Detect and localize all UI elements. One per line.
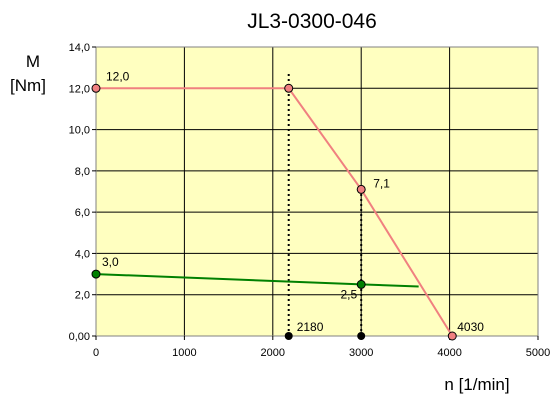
x-tick-label: 2000 bbox=[261, 347, 285, 359]
x-tick-label: 4000 bbox=[437, 347, 461, 359]
x-tick-label: 5000 bbox=[526, 347, 550, 359]
plot-frame bbox=[95, 46, 539, 337]
data-label: 7,1 bbox=[373, 176, 390, 190]
baseline-point bbox=[357, 332, 366, 340]
y-tick-label: 14,0 bbox=[69, 42, 90, 54]
series-2-point bbox=[356, 279, 366, 289]
y-tick-label: 10,0 bbox=[69, 125, 90, 137]
y-axis-label-symbol: M bbox=[26, 52, 40, 71]
baseline-point bbox=[284, 332, 293, 340]
data-label: 3,0 bbox=[102, 255, 119, 269]
y-tick-label: 6,0 bbox=[75, 207, 90, 219]
x-tick-label: 0 bbox=[93, 347, 99, 359]
series-1-point bbox=[356, 184, 366, 194]
y-tick-label: 2,0 bbox=[75, 290, 90, 302]
series-2-point bbox=[91, 269, 101, 279]
series-1-point bbox=[284, 83, 294, 93]
y-tick-label: 0,00 bbox=[69, 331, 90, 343]
chart-title: JL3-0300-046 bbox=[247, 10, 377, 33]
y-axis-label-unit: [Nm] bbox=[10, 76, 46, 95]
x-axis-label: n [1/min] bbox=[444, 375, 509, 394]
y-tick-label: 12,0 bbox=[69, 83, 90, 95]
x-tick-label: 1000 bbox=[172, 347, 196, 359]
plot-area bbox=[96, 47, 538, 336]
data-label: 12,0 bbox=[106, 69, 130, 83]
y-tick-label: 8,0 bbox=[75, 166, 90, 178]
series-1-point bbox=[447, 331, 457, 341]
series-line-1 bbox=[96, 87, 454, 337]
data-label: 2,5 bbox=[341, 287, 358, 301]
y-tick-label: 4,0 bbox=[75, 248, 90, 260]
data-label: 4030 bbox=[457, 320, 484, 334]
x-tick-label: 3000 bbox=[349, 347, 373, 359]
data-label: 2180 bbox=[297, 320, 324, 334]
series-1-point bbox=[91, 83, 101, 93]
